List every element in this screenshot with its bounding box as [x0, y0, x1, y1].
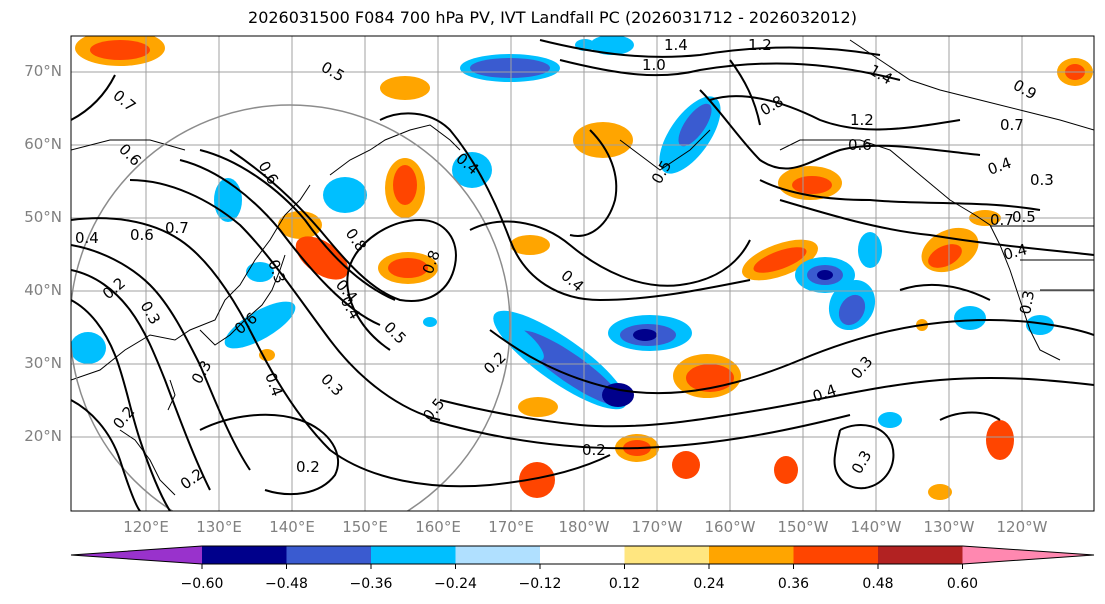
lon-label: 120°E [123, 518, 169, 536]
ivt-landfall-circle [71, 104, 511, 511]
map-background [71, 36, 1094, 511]
colorbar-tick-label: −0.24 [434, 576, 477, 592]
lon-label: 160°E [415, 518, 461, 536]
colorbar-swatch [286, 546, 371, 564]
contour-label: 0.4 [1001, 240, 1029, 264]
map-border [70, 35, 1095, 512]
contour-label: 0.3 [1016, 289, 1038, 316]
lon-label: 160°W [704, 518, 756, 536]
contour-label: 0.7 [1000, 116, 1024, 134]
contour-label: 0.3 [1030, 171, 1054, 189]
colorbar-extend-low [71, 546, 202, 564]
coastlines [71, 39, 1094, 496]
lon-label: 170°W [631, 518, 683, 536]
map-title: 2026031500 F084 700 hPa PV, IVT Landfall… [248, 8, 857, 27]
contour-label: 0.2 [296, 458, 320, 476]
contour-label: 0.4 [75, 229, 99, 247]
colorbar-swatch [793, 546, 878, 564]
lat-label: 40°N [24, 281, 62, 299]
lon-label: 150°W [777, 518, 829, 536]
colorbar-tick-label: 0.36 [777, 576, 810, 592]
colorbar [70, 545, 1095, 569]
colorbar-tick-label: 0.12 [608, 576, 641, 592]
lat-label: 30°N [24, 354, 62, 372]
contour-label: 0.6 [130, 226, 154, 244]
lon-label: 120°W [996, 518, 1048, 536]
contour-label: 0.5 [1012, 208, 1036, 226]
lat-label: 70°N [24, 62, 62, 80]
lon-label: 150°E [342, 518, 388, 536]
contour-label: 0.6 [848, 136, 872, 154]
lon-label: 130°W [923, 518, 975, 536]
lon-label: 170°E [488, 518, 534, 536]
colorbar-tick-label: −0.60 [180, 576, 224, 592]
contour-label: 1.4 [664, 36, 688, 54]
colorbar-swatch [540, 546, 625, 564]
contour-label: 0.7 [165, 219, 189, 237]
lon-label: 130°E [196, 518, 242, 536]
colorbar-tick-label: 0.48 [862, 576, 894, 592]
lat-label: 50°N [24, 208, 62, 226]
contour-label: 1.2 [850, 111, 874, 129]
colorbar-tick-label: −0.48 [265, 576, 308, 592]
colorbar-tick-label: 0.24 [693, 576, 725, 592]
colorbar-swatch [202, 546, 287, 564]
lon-label: 180°W [558, 518, 610, 536]
lon-label: 140°W [850, 518, 902, 536]
graticule [71, 36, 1094, 511]
colorbar-tick-label: 0.60 [946, 576, 979, 592]
lat-label: 20°N [24, 427, 62, 445]
colorbar-swatch [455, 546, 540, 564]
lon-label: 140°E [269, 518, 315, 536]
colorbar-swatch [624, 546, 709, 564]
contour-label: 1.0 [642, 56, 666, 74]
contour-label: 1.2 [748, 36, 772, 54]
pv-anomaly-fills [71, 36, 1093, 500]
colorbar-tick-label: −0.36 [349, 576, 393, 592]
colorbar-swatch [371, 546, 456, 564]
colorbar-extend-high [962, 546, 1094, 564]
colorbar-swatch [709, 546, 794, 564]
colorbar-tick-label: −0.12 [518, 576, 562, 592]
pv-contours [71, 39, 1094, 511]
colorbar-swatch [878, 546, 963, 564]
contour-label: 0.2 [582, 441, 606, 459]
lat-label: 60°N [24, 135, 62, 153]
contour-label: 0.7 [990, 211, 1014, 229]
